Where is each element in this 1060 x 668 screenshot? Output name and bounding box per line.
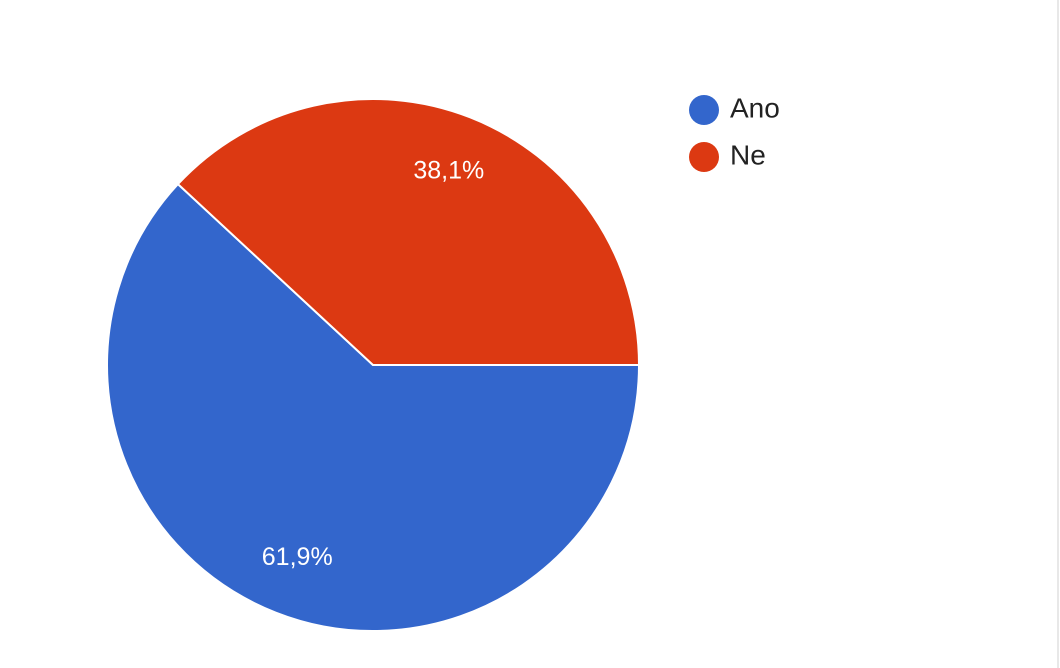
legend-swatch [689, 142, 719, 172]
pie-slice [106, 182, 641, 632]
legend-swatch [689, 95, 719, 125]
pie-slice [176, 98, 641, 366]
legend-label: Ne [730, 139, 766, 170]
legend-label: Ano [730, 92, 780, 123]
value-label: 38,1% [413, 156, 484, 184]
value-label: 61,9% [262, 543, 333, 571]
